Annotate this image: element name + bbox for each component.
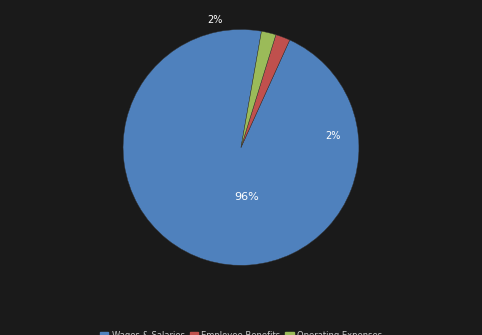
Wedge shape (241, 31, 276, 147)
Wedge shape (123, 29, 359, 265)
Text: 2%: 2% (207, 15, 223, 25)
Legend: Wages & Salaries, Employee Benefits, Operating Expenses: Wages & Salaries, Employee Benefits, Ope… (96, 328, 386, 335)
Text: 96%: 96% (235, 192, 259, 202)
Wedge shape (241, 35, 290, 147)
Text: 2%: 2% (325, 131, 341, 141)
